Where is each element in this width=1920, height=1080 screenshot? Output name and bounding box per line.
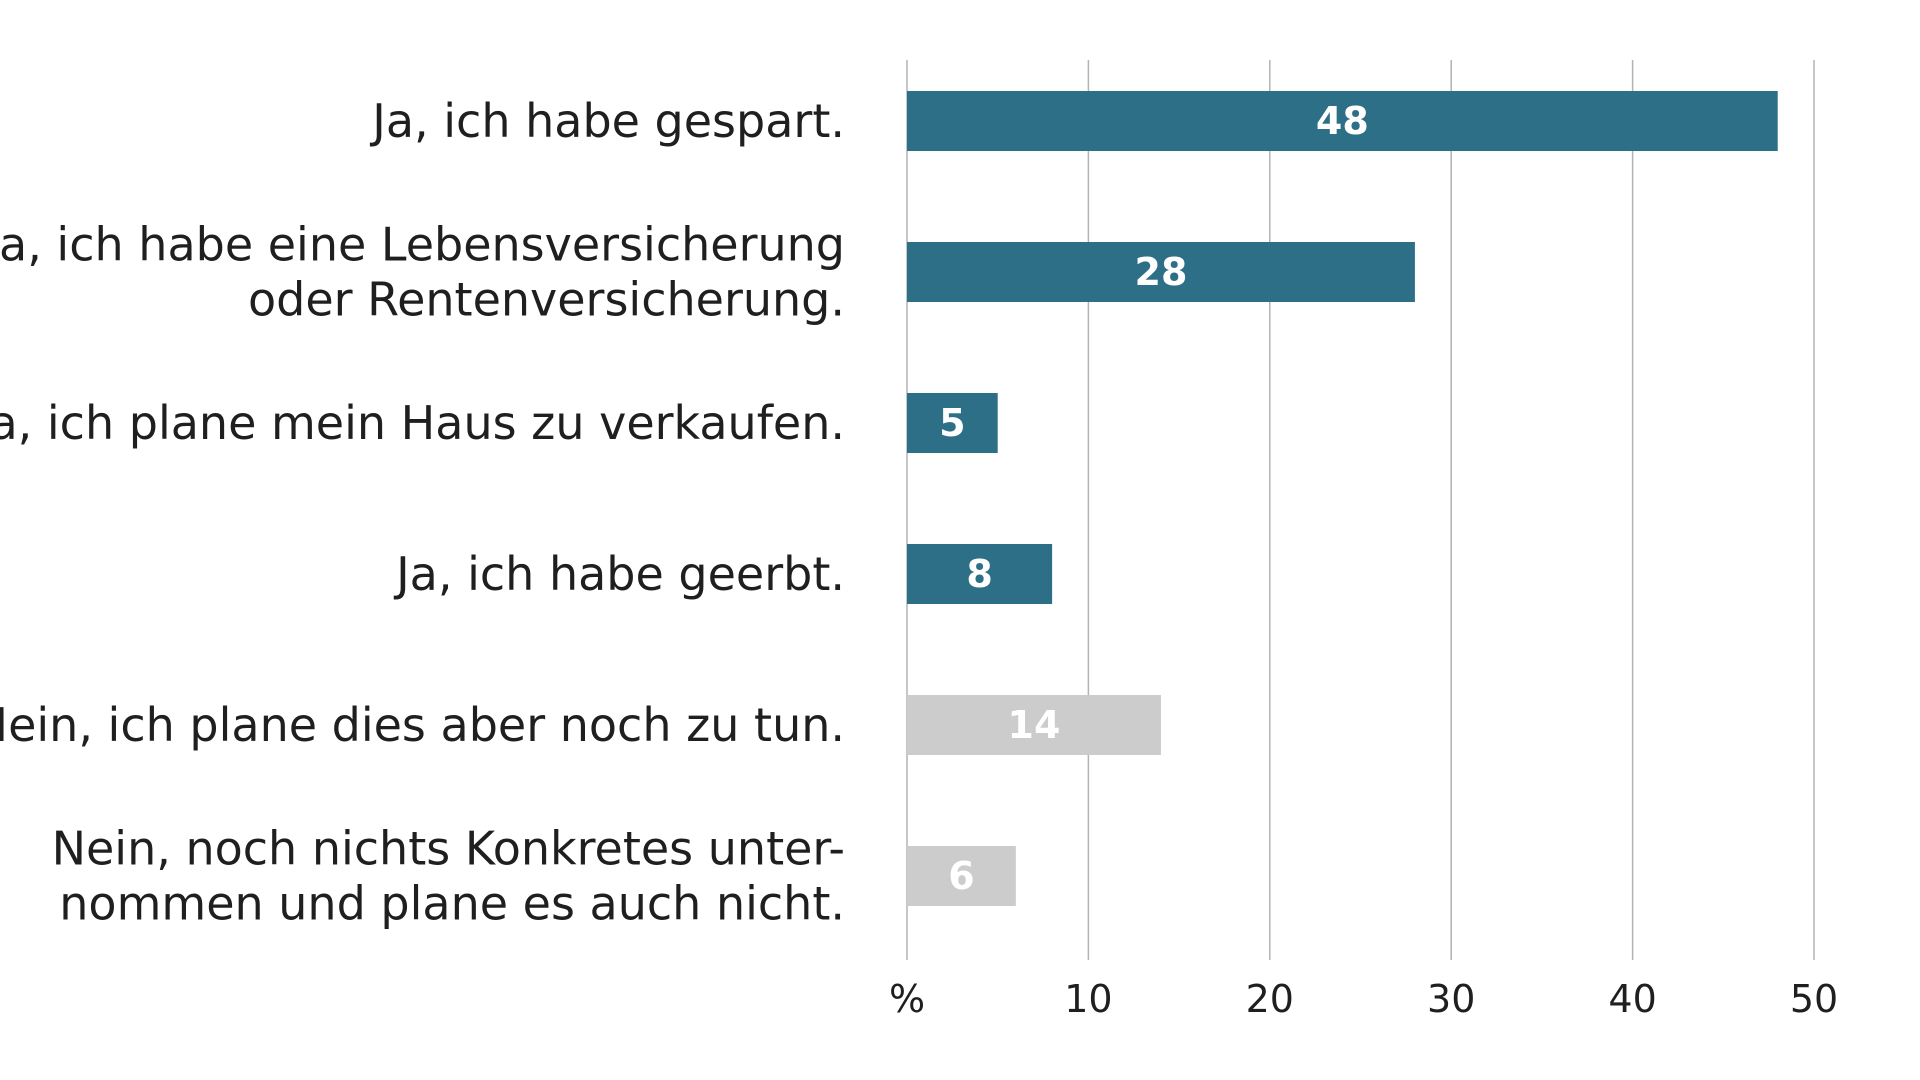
category-label-6: Nein, noch nichts Konkretes unter-nommen… <box>52 822 845 931</box>
category-label-3-line-1: Ja, ich plane mein Haus zu verkaufen. <box>0 396 845 450</box>
x-tick-label-10: 10 <box>1064 977 1112 1021</box>
category-label-6-line-2: nommen und plane es auch nicht. <box>59 877 845 931</box>
gridlines <box>906 60 1815 960</box>
bars <box>907 91 1778 906</box>
data-label-2: 28 <box>1135 250 1188 294</box>
x-tick-label-30: 30 <box>1427 977 1475 1021</box>
bar-2 <box>907 242 1415 302</box>
value-labels: 48 28 5 8 14 6 <box>939 99 1369 898</box>
bar-3 <box>907 393 998 453</box>
bar-1 <box>907 91 1778 151</box>
category-label-6-line-1: Nein, noch nichts Konkretes unter- <box>52 822 845 876</box>
data-label-6: 6 <box>948 854 974 898</box>
category-label-5-line-1: Nein, ich plane dies aber noch zu tun. <box>0 698 845 752</box>
category-label-2-line-2: oder Rentenversicherung. <box>248 273 845 327</box>
category-label-1: Ja, ich habe gespart. <box>369 94 845 148</box>
x-tick-label-20: 20 <box>1246 977 1294 1021</box>
x-axis-tick-labels: % 10 20 30 40 50 <box>889 977 1838 1021</box>
data-label-4: 8 <box>966 552 992 596</box>
category-labels: Ja, ich habe gespart. Ja, ich habe eine L… <box>0 94 845 931</box>
x-tick-label-50: 50 <box>1790 977 1838 1021</box>
category-label-2: Ja, ich habe eine Lebensversicherung oder… <box>0 218 845 327</box>
category-label-4: Ja, ich habe geerbt. <box>393 547 845 601</box>
data-label-1: 48 <box>1316 99 1369 143</box>
bar-4 <box>907 544 1053 604</box>
bar-6 <box>907 846 1016 906</box>
x-tick-label-0: % <box>889 977 925 1021</box>
category-label-1-line-1: Ja, ich habe gespart. <box>369 94 845 148</box>
data-label-5: 14 <box>1008 703 1061 747</box>
category-label-5: Nein, ich plane dies aber noch zu tun. <box>0 698 845 752</box>
category-label-4-line-1: Ja, ich habe geerbt. <box>393 547 845 601</box>
category-label-2-line-1: Ja, ich habe eine Lebensversicherung <box>0 218 845 272</box>
data-label-3: 5 <box>939 401 965 445</box>
bar-5 <box>907 695 1161 755</box>
x-tick-label-40: 40 <box>1608 977 1656 1021</box>
category-label-3: Ja, ich plane mein Haus zu verkaufen. <box>0 396 845 450</box>
